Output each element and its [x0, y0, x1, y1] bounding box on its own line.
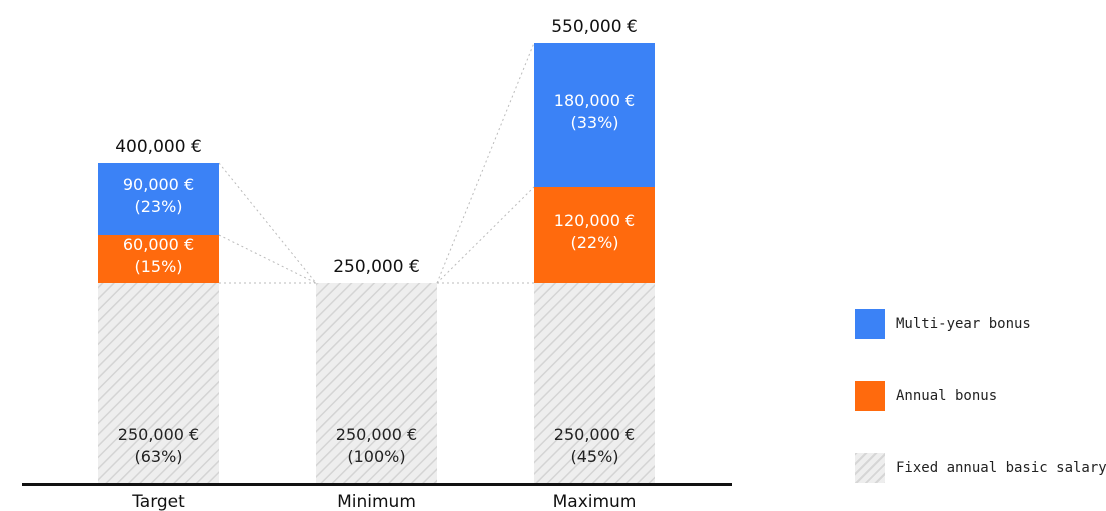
legend: Multi-year bonus Annual bonus Fixed annu… — [855, 0, 1106, 511]
connector-target-annual — [218, 234, 317, 284]
legend-swatch-fixed-salary — [855, 453, 885, 483]
category-label-maximum: Maximum — [553, 492, 637, 511]
labels-group: 250,000 € (63%) 60,000 € (15%) 90,000 € (23%)… — [115, 17, 638, 511]
data-label-target-fixed-annual-basic-salary-percent: (63%) — [134, 447, 182, 466]
connector-maximum-annual — [436, 186, 535, 284]
legend-item-fixed-salary: Fixed annual basic salary — [855, 453, 1106, 483]
data-label-maximum-annual-bonus-value: 120,000 € — [554, 211, 635, 230]
category-label-minimum: Minimum — [337, 492, 416, 511]
total-label-maximum: 550,000 € — [551, 17, 638, 37]
connector-lines — [218, 42, 535, 284]
bars-group — [98, 43, 655, 483]
data-label-maximum-multi-year-bonus-percent: (33%) — [570, 113, 618, 132]
connector-maximum-total — [436, 42, 535, 284]
data-label-minimum-fixed-annual-basic-salary-percent: (100%) — [347, 447, 405, 466]
bar-target-multi-year-bonus — [98, 163, 219, 235]
category-label-target: Target — [131, 492, 185, 511]
legend-label-annual-bonus: Annual bonus — [896, 388, 998, 404]
legend-label-fixed-salary: Fixed annual basic salary — [896, 460, 1106, 476]
bar-minimum-fixed-annual-basic-salary — [316, 283, 437, 483]
data-label-maximum-multi-year-bonus-value: 180,000 € — [554, 91, 635, 110]
data-label-target-multi-year-bonus-percent: (23%) — [134, 197, 182, 216]
legend-item-annual-bonus: Annual bonus — [855, 381, 997, 411]
connector-target-total — [218, 162, 317, 284]
legend-swatch-annual-bonus — [855, 381, 885, 411]
data-label-target-multi-year-bonus-value: 90,000 € — [123, 175, 194, 194]
bar-maximum-fixed-annual-basic-salary — [534, 283, 655, 483]
legend-swatch-multi-year-bonus — [855, 309, 885, 339]
bar-target-annual-bonus — [98, 235, 219, 283]
legend-label-multi-year-bonus: Multi-year bonus — [896, 316, 1031, 332]
bar-target-fixed-annual-basic-salary — [98, 283, 219, 483]
bar-maximum-multi-year-bonus — [534, 43, 655, 187]
total-label-minimum: 250,000 € — [333, 257, 420, 277]
data-label-maximum-fixed-annual-basic-salary-percent: (45%) — [570, 447, 618, 466]
data-label-target-fixed-annual-basic-salary-value: 250,000 € — [118, 425, 199, 444]
data-label-target-annual-bonus-value: 60,000 € — [123, 235, 194, 254]
data-label-maximum-annual-bonus-percent: (22%) — [570, 233, 618, 252]
data-label-maximum-fixed-annual-basic-salary-value: 250,000 € — [554, 425, 635, 444]
legend-item-multi-year-bonus: Multi-year bonus — [855, 309, 1031, 339]
data-label-minimum-fixed-annual-basic-salary-value: 250,000 € — [336, 425, 417, 444]
data-label-target-annual-bonus-percent: (15%) — [134, 257, 182, 276]
total-label-target: 400,000 € — [115, 137, 202, 157]
bar-maximum-annual-bonus — [534, 187, 655, 283]
